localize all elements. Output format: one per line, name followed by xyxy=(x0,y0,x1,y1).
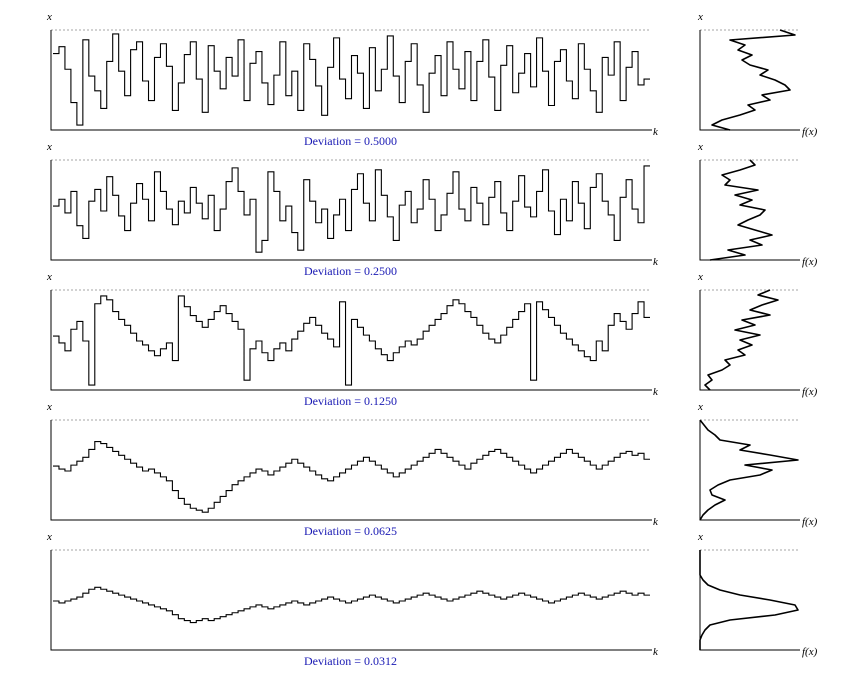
density-curve-2 xyxy=(704,289,779,391)
density-axes-0 xyxy=(699,30,800,131)
density-curve-4 xyxy=(699,550,799,650)
density-y-axis-label-1: x xyxy=(697,141,703,153)
trace-y-axis-label-3: x xyxy=(46,401,52,413)
density-axes-2 xyxy=(699,290,800,391)
trace-axes-0 xyxy=(50,30,652,131)
density-x-axis-label-3: f(x) xyxy=(802,516,818,528)
density-y-axis-label-4: x xyxy=(697,531,703,543)
density-x-axis-label-4: f(x) xyxy=(802,646,818,658)
density-curve-0 xyxy=(711,29,796,131)
trace-axes-4 xyxy=(50,550,652,651)
density-axes-4 xyxy=(699,550,800,651)
density-x-axis-label-2: f(x) xyxy=(802,386,818,398)
trace-y-axis-label-2: x xyxy=(46,271,52,283)
trace-y-axis-label-0: x xyxy=(46,11,52,23)
trace-axes-1 xyxy=(50,160,652,261)
trace-series-3 xyxy=(53,441,650,513)
density-curve-1 xyxy=(709,159,773,261)
trace-series-4 xyxy=(53,586,650,624)
trace-x-axis-label-4: k xyxy=(653,646,659,658)
deviation-caption-2: Deviation = 0.1250 xyxy=(304,394,397,408)
density-curve-3 xyxy=(699,419,799,521)
trace-y-axis-label-1: x xyxy=(46,141,52,153)
density-axes-1 xyxy=(699,160,800,261)
density-x-axis-label-0: f(x) xyxy=(802,126,818,138)
trace-x-axis-label-2: k xyxy=(653,386,659,398)
trace-axes-2 xyxy=(50,290,652,391)
deviation-caption-0: Deviation = 0.5000 xyxy=(304,134,397,148)
trace-series-1 xyxy=(53,165,650,253)
trace-y-axis-label-4: x xyxy=(46,531,52,543)
trace-x-axis-label-0: k xyxy=(653,126,659,138)
trace-series-0 xyxy=(53,33,650,126)
density-y-axis-label-2: x xyxy=(697,271,703,283)
density-y-axis-label-0: x xyxy=(697,11,703,23)
trace-series-2 xyxy=(53,295,650,386)
trace-x-axis-label-1: k xyxy=(653,256,659,268)
deviation-caption-3: Deviation = 0.0625 xyxy=(304,524,397,538)
trace-x-axis-label-3: k xyxy=(653,516,659,528)
deviation-caption-4: Deviation = 0.0312 xyxy=(304,654,397,668)
deviation-caption-1: Deviation = 0.2500 xyxy=(304,264,397,278)
density-y-axis-label-3: x xyxy=(697,401,703,413)
trace-axes-3 xyxy=(50,420,652,521)
density-x-axis-label-1: f(x) xyxy=(802,256,818,268)
